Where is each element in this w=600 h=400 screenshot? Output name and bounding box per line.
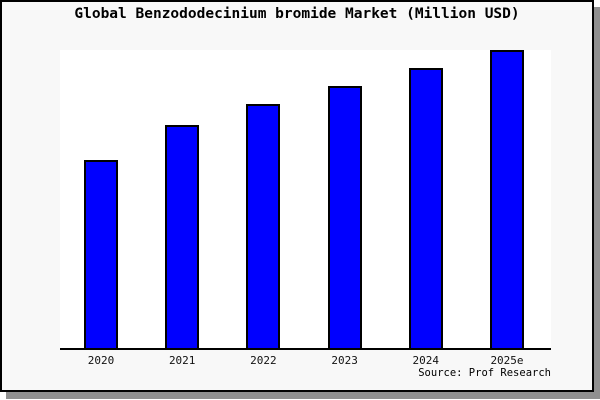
bar-2024 bbox=[408, 67, 443, 348]
bar-2025e bbox=[490, 50, 524, 348]
x-tick-label-2021: 2021 bbox=[168, 354, 196, 367]
x-tick-label-2022: 2022 bbox=[250, 354, 277, 367]
bar-2020 bbox=[84, 160, 118, 348]
x-tick-label-2025e: 2025e bbox=[490, 354, 524, 367]
x-tick-label-2020: 2020 bbox=[87, 354, 115, 367]
plot-area bbox=[60, 50, 551, 350]
source-credit: Source: Prof Research bbox=[418, 367, 551, 379]
bar-2022 bbox=[246, 103, 281, 348]
bar-2021 bbox=[165, 124, 200, 348]
x-tick-label-2023: 2023 bbox=[331, 354, 358, 367]
x-axis-labels: 2020 2021 2022 2023 2024 2025e bbox=[2, 354, 592, 370]
chart-title: Global Benzododecinium bromide Market (M… bbox=[74, 6, 520, 22]
chart-figure: Global Benzododecinium bromide Market (M… bbox=[0, 0, 594, 392]
bar-2023 bbox=[327, 85, 362, 348]
x-tick-label-2024: 2024 bbox=[412, 354, 440, 367]
